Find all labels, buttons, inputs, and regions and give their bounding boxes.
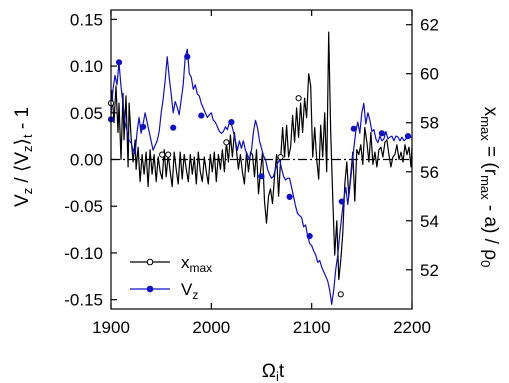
y-left-tick-label: -0.10 [64, 244, 103, 263]
y-left-tick-label: -0.15 [64, 291, 103, 310]
series-point-xmax [337, 291, 344, 298]
legend-label-xmax: xmax [181, 253, 212, 275]
y-left-tick-label: 0.00 [70, 151, 103, 170]
ylabel-left-s2: z [20, 145, 35, 152]
series-point-vz [306, 233, 313, 240]
x-axis-label-main: Ω [262, 361, 276, 382]
y-left-tick-label: 0.10 [70, 57, 103, 76]
series-point-vz [378, 130, 385, 137]
x-tick-label: 2200 [393, 318, 431, 337]
ylabel-right-s1: max [478, 116, 493, 141]
y-left-tick-label: 0.15 [70, 10, 103, 29]
ylabel-left-s1: z [20, 188, 35, 195]
legend-entry-vz: Vz [130, 280, 198, 302]
y-left-tick-label: -0.05 [64, 197, 103, 216]
legend: xmax Vz [130, 253, 212, 302]
y-axis-right-label: xmax = (rmax - a) / ρ0 [478, 107, 501, 268]
legend-entry-xmax: xmax [130, 253, 212, 275]
series-point-vz [404, 133, 412, 140]
series-point-vz [228, 119, 235, 126]
ylabel-left-p2: / ⟨V [12, 152, 33, 188]
ylabel-right-s3: 0 [478, 260, 493, 267]
x-axis-label-sub: i [276, 369, 279, 383]
series-point-vz [140, 123, 147, 130]
ylabel-left-p3: ⟩ [12, 138, 33, 145]
ylabel-left-s3: t [20, 134, 35, 138]
ylabel-left-p4: - 1 [12, 107, 33, 134]
legend-label-xmax-sub: max [190, 261, 213, 275]
y-right-tick-label: 62 [420, 16, 439, 35]
x-axis-label: Ωit [262, 361, 285, 383]
x-tick-label: 1900 [92, 318, 130, 337]
ylabel-right-p1: x [480, 107, 501, 117]
y-right-tick-label: 60 [420, 65, 439, 84]
y-left-tick-label: 0.05 [70, 104, 103, 123]
ylabel-right-p3: - a) / ρ [480, 200, 501, 261]
series-point-vz [286, 193, 293, 200]
legend-label-vz-main: V [181, 280, 193, 299]
series-markers-layer [107, 53, 412, 298]
series-point-vz [198, 112, 205, 119]
ylabel-right-p2: = (r [480, 141, 501, 176]
legend-label-vz-sub: z [192, 288, 198, 302]
series-point-vz [350, 125, 357, 132]
legend-label-xmax-main: x [181, 253, 190, 272]
y-right-tick-label: 58 [420, 114, 439, 133]
y-right-tick-label: 52 [420, 261, 439, 280]
series-point-vz [170, 124, 177, 131]
legend-marker-vz [146, 285, 154, 293]
series-point-vz [184, 53, 191, 60]
ylabel-right-s2: max [478, 175, 493, 200]
series-point-vz [115, 59, 123, 66]
series-point-xmax [159, 151, 166, 158]
series-point-vz [338, 198, 345, 205]
series-line-xmax [110, 31, 413, 281]
series-line-vz [110, 48, 412, 305]
series-point-vz [258, 173, 265, 180]
y-right-tick-label: 56 [420, 163, 439, 182]
series-point-xmax [295, 95, 302, 102]
x-tick-label: 2000 [192, 318, 230, 337]
y-axis-left-label: Vz / ⟨Vz⟩t - 1 [12, 107, 35, 207]
tick-layer: 1900 2000 2100 2200 0.15 0.10 0.05 0.00 -0.05 -0.… [64, 10, 439, 337]
legend-marker-xmax [146, 258, 154, 266]
series-point-xmax [277, 153, 284, 161]
x-axis-label-tail: t [279, 361, 285, 382]
y-right-tick-label: 54 [420, 212, 439, 231]
series-point-xmax [165, 151, 172, 158]
x-tick-label: 2100 [293, 318, 331, 337]
ylabel-left-p1: V [12, 194, 33, 207]
legend-label-vz: Vz [181, 280, 198, 302]
series-lines-layer [110, 31, 413, 305]
series-point-xmax [223, 139, 230, 146]
